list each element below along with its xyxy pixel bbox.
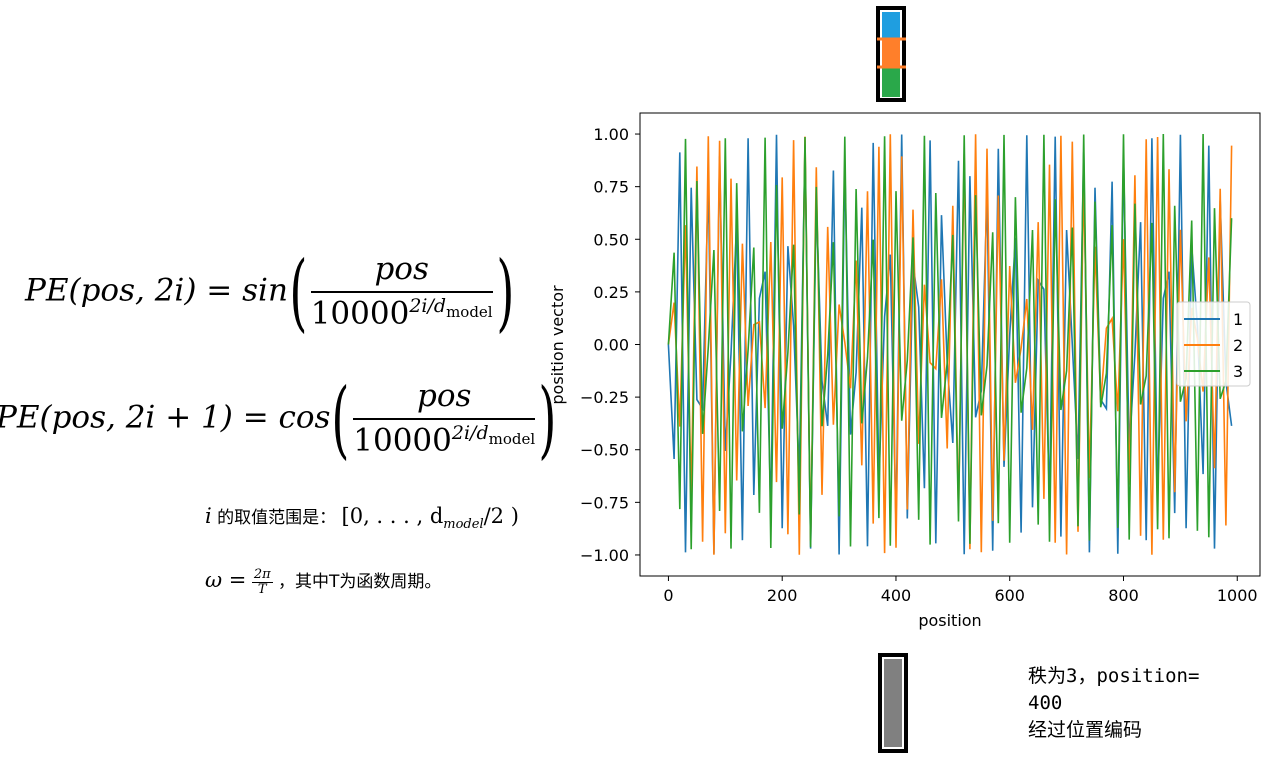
- sin-denominator-base: 10000: [310, 295, 410, 332]
- i-range-math: [0, . . . , dmodel/2 ): [341, 504, 519, 532]
- x-axis-label: position: [918, 611, 981, 630]
- sin-denominator-exp: 2i/d: [409, 295, 447, 318]
- y-tick-label: −0.75: [580, 493, 629, 512]
- sin-denominator-sub: model: [446, 303, 493, 322]
- series-line-3: [667, 133, 1233, 550]
- y-axis-label: position vector: [548, 285, 567, 405]
- y-tick-label: −1.00: [580, 546, 629, 565]
- legend-label-1: 1: [1233, 310, 1243, 329]
- sin-fraction: pos 100002i/dmodel: [310, 254, 493, 329]
- caption-text: 秩为3，position= 400 经过位置编码: [1028, 665, 1200, 741]
- omega-text: ，其中T为函数周期。: [278, 572, 442, 592]
- i-variable: i: [205, 504, 212, 528]
- omega-fraction: 2π T: [251, 566, 273, 597]
- right-paren: ): [495, 243, 514, 341]
- y-tick-label: 0.25: [593, 283, 629, 302]
- x-tick-label: 0: [663, 586, 673, 605]
- legend-label-2: 2: [1233, 336, 1243, 355]
- cos-formula-lhs: PE(pos, 2i + 1) = cos: [0, 399, 331, 436]
- cos-denominator-sub: model: [488, 430, 536, 449]
- omega-denominator: T: [257, 581, 267, 597]
- sin-numerator: pos: [310, 254, 493, 294]
- left-paren: (: [289, 243, 308, 341]
- x-axis-ticks: 0 200 400 600 800 1000: [663, 576, 1258, 605]
- x-tick-label: 800: [1108, 586, 1139, 605]
- i-range-text: 的取值范围是：: [217, 508, 337, 528]
- y-tick-label: 0.50: [593, 230, 629, 249]
- left-paren: (: [331, 370, 350, 468]
- y-tick-label: −0.50: [580, 441, 629, 460]
- y-axis-ticks: 1.00 0.75 0.50 0.25 0.00 −0.25 −0.50 −0.75 −1.00: [580, 125, 640, 565]
- series-layer: [667, 133, 1233, 555]
- i-range-start: [0, . . . , d: [341, 504, 444, 528]
- i-range-sub: model: [443, 517, 484, 533]
- legend: 1 2 3: [1176, 301, 1251, 387]
- omega-note: ω = 2π T ，其中T为函数周期。: [205, 567, 441, 596]
- y-tick-label: 0.75: [593, 178, 629, 197]
- i-range-end: /2 ): [483, 504, 519, 528]
- x-tick-label: 200: [767, 586, 798, 605]
- cos-denominator-base: 10000: [353, 422, 452, 459]
- sin-formula-lhs: PE(pos, 2i) = sin: [25, 272, 288, 309]
- cos-denominator: 100002i/dmodel: [353, 420, 535, 456]
- legend-label-3: 3: [1233, 362, 1243, 381]
- i-range-note: i 的取值范围是： [0, . . . , dmodel/2 ): [205, 503, 519, 532]
- omega-variable: ω =: [205, 568, 247, 592]
- x-tick-label: 400: [881, 586, 912, 605]
- x-tick-label: 600: [994, 586, 1025, 605]
- sin-denominator: 100002i/dmodel: [311, 293, 493, 329]
- y-tick-label: 0.00: [593, 336, 629, 355]
- x-tick-label: 1000: [1217, 586, 1258, 605]
- right-paren: ): [538, 370, 557, 468]
- sin-formula: PE(pos, 2i) = sin(pos 100002i/dmodel): [25, 250, 515, 334]
- cos-numerator: pos: [353, 381, 536, 421]
- y-tick-label: −0.25: [580, 388, 629, 407]
- cos-formula: PE(pos, 2i + 1) = cos(pos 100002i/dmodel): [0, 377, 558, 461]
- cos-denominator-exp: 2i/d: [451, 422, 489, 445]
- cos-fraction: pos 100002i/dmodel: [353, 381, 536, 456]
- omega-numerator: 2π: [251, 566, 273, 583]
- y-tick-label: 1.00: [593, 125, 629, 144]
